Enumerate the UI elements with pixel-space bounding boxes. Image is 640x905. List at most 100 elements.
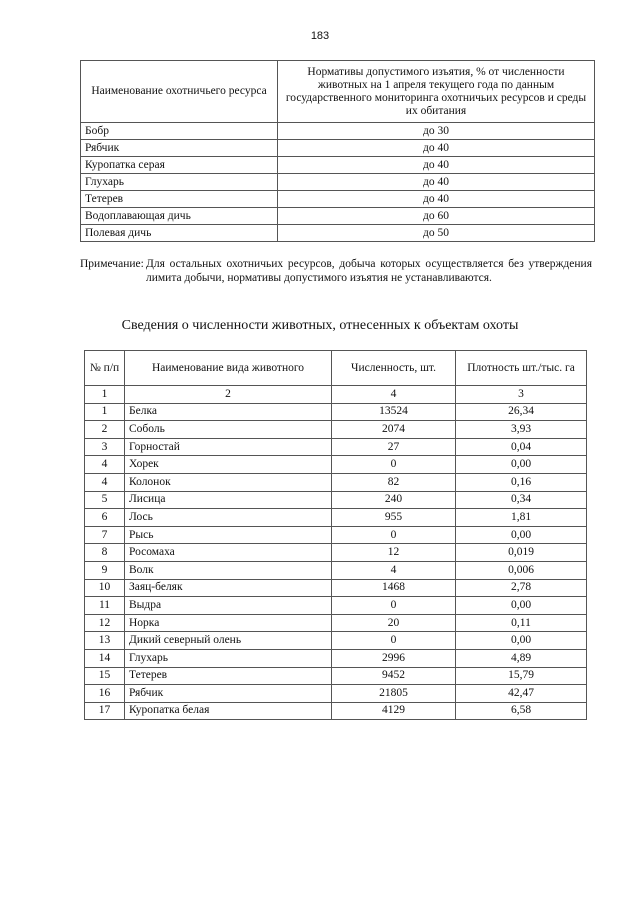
row-number: 8 [84, 543, 125, 562]
species-name: Волк [124, 560, 332, 580]
count: 20 [331, 613, 456, 633]
table-row: 1 Белка 13524 26,34 [84, 402, 587, 422]
norm-value: до 40 [277, 190, 595, 208]
animal-population-table: № п/п Наименование вида животного Числен… [84, 350, 587, 721]
row-number: 7 [84, 525, 125, 545]
header-number: № п/п [84, 350, 125, 386]
table-row: 4 Хорек 0 0,00 [84, 455, 587, 474]
species-name: Выдра [124, 596, 332, 615]
density: 0,11 [455, 613, 587, 633]
count: 12 [331, 543, 456, 562]
table-row: 9 Волк 4 0,006 [84, 560, 587, 580]
row-number: 1 [84, 402, 125, 422]
row-number: 3 [84, 437, 125, 457]
table-row: 8 Росомаха 12 0,019 [84, 543, 587, 562]
norm-value: до 60 [277, 207, 595, 225]
resource-name: Бобр [80, 122, 278, 140]
count: 955 [331, 508, 456, 527]
resource-name: Куропатка серая [80, 156, 278, 174]
row-number: 17 [84, 701, 125, 721]
count: 4 [331, 560, 456, 580]
count: 0 [331, 596, 456, 615]
col-number: 3 [455, 385, 587, 404]
table-row: Водоплавающая дичь до 60 [80, 207, 595, 225]
count: 2074 [331, 420, 456, 439]
species-name: Лось [124, 508, 332, 527]
row-number: 5 [84, 490, 125, 510]
count: 0 [331, 525, 456, 545]
resource-name: Рябчик [80, 139, 278, 157]
section-title: Сведения о численности животных, отнесен… [121, 318, 519, 333]
resource-name: Тетерев [80, 190, 278, 208]
column-numbers-row: 1 2 4 3 [84, 385, 587, 404]
norm-value: до 40 [277, 139, 595, 157]
density: 26,34 [455, 402, 587, 422]
species-name: Соболь [124, 420, 332, 439]
norm-value: до 30 [277, 122, 595, 140]
page-number: 183 [310, 30, 330, 42]
table-row: 6 Лось 955 1,81 [84, 508, 587, 527]
col-number: 2 [124, 385, 332, 404]
count: 4129 [331, 701, 456, 721]
row-number: 2 [84, 420, 125, 439]
table-row: Рябчик до 40 [80, 139, 595, 157]
density: 0,019 [455, 543, 587, 562]
density: 3,93 [455, 420, 587, 439]
density: 0,006 [455, 560, 587, 580]
resource-name: Глухарь [80, 173, 278, 191]
density: 0,04 [455, 437, 587, 457]
count: 82 [331, 472, 456, 492]
species-name: Глухарь [124, 648, 332, 668]
count: 13524 [331, 402, 456, 422]
table-row: 14 Глухарь 2996 4,89 [84, 648, 587, 668]
note-label: Примечание: [80, 258, 144, 270]
norm-value: до 40 [277, 173, 595, 191]
species-name: Рысь [124, 525, 332, 545]
density: 0,00 [455, 631, 587, 650]
row-number: 14 [84, 648, 125, 668]
species-name: Лисица [124, 490, 332, 510]
resource-name: Полевая дичь [80, 224, 278, 242]
species-name: Дикий северный олень [124, 631, 332, 650]
table-row: Полевая дичь до 50 [80, 224, 595, 242]
table-row: 7 Рысь 0 0,00 [84, 525, 587, 545]
table-row: 12 Норка 20 0,11 [84, 613, 587, 633]
row-number: 4 [84, 472, 125, 492]
density: 6,58 [455, 701, 587, 721]
density: 0,16 [455, 472, 587, 492]
density: 0,00 [455, 596, 587, 615]
density: 15,79 [455, 666, 587, 686]
header-norms: Нормативы допустимого изъятия, % от числ… [277, 60, 595, 123]
density: 4,89 [455, 648, 587, 668]
row-number: 12 [84, 613, 125, 633]
density: 1,81 [455, 508, 587, 527]
table-row: Куропатка серая до 40 [80, 156, 595, 174]
col-number: 4 [331, 385, 456, 404]
col-number: 1 [84, 385, 125, 404]
table-row: Бобр до 30 [80, 122, 595, 140]
header-resource-name: Наименование охотничьего ресурса [80, 60, 278, 123]
table-row: Тетерев до 40 [80, 190, 595, 208]
table-row: Глухарь до 40 [80, 173, 595, 191]
header-density: Плотность шт./тыс. га [455, 350, 587, 386]
row-number: 11 [84, 596, 125, 615]
resource-name: Водоплавающая дичь [80, 207, 278, 225]
table-row: 15 Тетерев 9452 15,79 [84, 666, 587, 686]
species-name: Куропатка белая [124, 701, 332, 721]
row-number: 15 [84, 666, 125, 686]
species-name: Рябчик [124, 684, 332, 703]
count: 21805 [331, 684, 456, 703]
norm-value: до 50 [277, 224, 595, 242]
count: 0 [331, 455, 456, 474]
table-row: 11 Выдра 0 0,00 [84, 596, 587, 615]
species-name: Норка [124, 613, 332, 633]
table-row: 5 Лисица 240 0,34 [84, 490, 587, 510]
species-name: Колонок [124, 472, 332, 492]
harvest-norms-table: Наименование охотничьего ресурса Нормати… [80, 60, 595, 242]
density: 0,34 [455, 490, 587, 510]
species-name: Росомаха [124, 543, 332, 562]
row-number: 13 [84, 631, 125, 650]
density: 0,00 [455, 525, 587, 545]
row-number: 16 [84, 684, 125, 703]
species-name: Хорек [124, 455, 332, 474]
